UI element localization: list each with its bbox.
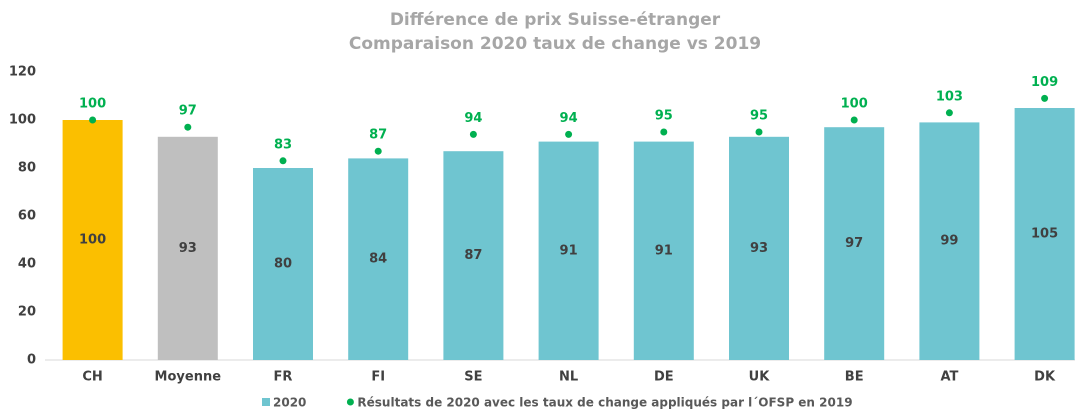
bar-value-label: 93 <box>750 241 768 256</box>
bar <box>62 120 123 360</box>
dot-value-label: 94 <box>560 111 578 126</box>
legend-label: Résultats de 2020 avec les taux de chang… <box>357 396 852 409</box>
bar-value-label: 84 <box>369 252 387 267</box>
dot-value-label: 87 <box>369 128 387 143</box>
bar <box>157 136 218 360</box>
x-tick-label: DK <box>1034 370 1056 385</box>
dot <box>1041 94 1049 102</box>
x-tick-label: SE <box>464 370 482 385</box>
bar-value-label: 105 <box>1031 227 1058 242</box>
bar <box>824 127 885 360</box>
bar <box>919 122 980 361</box>
bar-value-label: 87 <box>464 248 482 263</box>
bar-value-label: 97 <box>845 236 863 251</box>
x-tick-label: AT <box>940 370 958 385</box>
bar-value-label: 99 <box>940 234 958 249</box>
y-tick-label: 80 <box>18 161 36 176</box>
legend-label: 2020 <box>273 396 306 409</box>
dot <box>565 130 573 138</box>
dot <box>469 130 477 138</box>
y-tick-label: 20 <box>18 305 36 320</box>
dot <box>184 123 192 131</box>
x-tick-label: BE <box>845 370 864 385</box>
bar-value-label: 100 <box>79 233 106 248</box>
dot-value-label: 95 <box>655 109 673 124</box>
dot-value-label: 103 <box>936 89 963 104</box>
x-tick-label: CH <box>82 370 102 385</box>
bar <box>443 151 504 360</box>
y-tick-label: 0 <box>27 353 36 368</box>
bar-value-label: 93 <box>179 241 197 256</box>
dot <box>660 128 668 136</box>
x-tick-label: FR <box>274 370 293 385</box>
x-tick-label: Moyenne <box>155 370 222 385</box>
x-tick-label: NL <box>559 370 578 385</box>
x-tick-label: DE <box>654 370 674 385</box>
chart-subtitle: Comparaison 2020 taux de change vs 2019 <box>349 34 761 54</box>
dot-value-label: 95 <box>750 109 768 124</box>
bar <box>348 158 409 360</box>
dot-value-label: 83 <box>274 137 292 152</box>
dot-value-label: 109 <box>1031 75 1058 90</box>
legend-swatch <box>262 398 270 406</box>
legend-swatch <box>346 398 354 406</box>
bar <box>1014 108 1075 360</box>
dot <box>945 109 953 117</box>
dot-value-label: 97 <box>179 104 197 119</box>
bar <box>729 136 789 360</box>
dot <box>279 157 287 165</box>
dot-value-label: 94 <box>464 111 482 126</box>
chart-title: Différence de prix Suisse-étranger <box>390 10 721 30</box>
dot-value-label: 100 <box>79 97 106 112</box>
x-tick-label: FI <box>371 370 385 385</box>
bar <box>253 168 313 360</box>
y-tick-label: 60 <box>18 209 36 224</box>
bar-value-label: 91 <box>560 243 578 258</box>
bar-value-label: 80 <box>274 257 292 272</box>
bar <box>633 141 694 360</box>
y-tick-label: 40 <box>18 257 36 272</box>
dot-value-label: 100 <box>841 97 868 112</box>
x-tick-label: UK <box>749 370 771 385</box>
bar <box>538 141 599 360</box>
bar-value-label: 91 <box>655 243 673 258</box>
y-tick-label: 120 <box>9 65 36 80</box>
dot <box>850 116 858 124</box>
dot <box>89 116 97 124</box>
y-tick-label: 100 <box>9 113 36 128</box>
dot <box>755 128 763 136</box>
dot <box>374 147 382 155</box>
